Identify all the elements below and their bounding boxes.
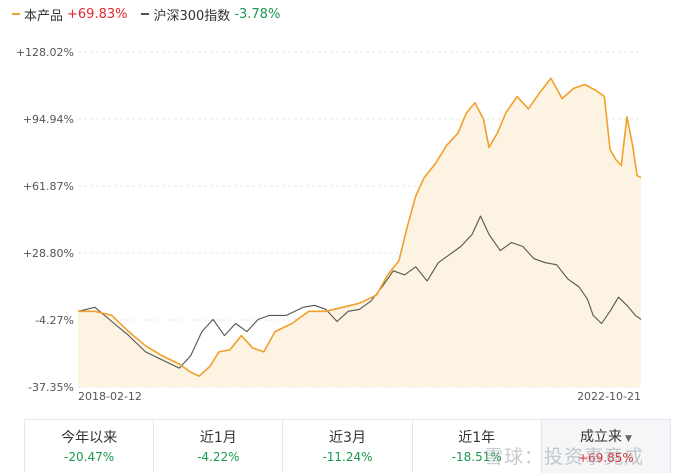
period-tabs: 今年以来 -20.47% 近1月 -4.22% 近3月 -11.24% 近1年 -18.51%… xyxy=(24,419,671,473)
tab-value: -18.51% xyxy=(451,449,502,464)
legend-value-index: -3.78% xyxy=(234,6,281,22)
tab-period[interactable]: 今年以来 -20.47% xyxy=(25,420,155,473)
x-tick-label: 2022-10-21 xyxy=(577,390,641,403)
tab-label: 近1年 xyxy=(458,429,495,447)
chart-legend: 本产品 +69.83% 沪深300指数 -3.78% xyxy=(12,4,294,24)
y-tick-label: -4.27% xyxy=(35,314,74,327)
tab-period[interactable]: 近1月 -4.22% xyxy=(154,420,284,473)
tab-value: -20.47% xyxy=(64,449,115,464)
legend-line-product xyxy=(12,13,20,15)
tab-value: +69.85% xyxy=(578,450,634,465)
y-tick-label: +61.87% xyxy=(23,180,74,193)
tab-label-text: 近1月 xyxy=(199,429,237,446)
tab-label: 今年以来 xyxy=(61,429,117,447)
legend-item-index[interactable]: 沪深300指数 -3.78% xyxy=(141,5,280,24)
tab-period[interactable]: 近3月 -11.24% xyxy=(283,420,413,473)
y-tick-label: +28.80% xyxy=(23,247,74,260)
tab-label: 近3月 xyxy=(329,429,366,447)
tab-value: -4.22% xyxy=(197,449,240,464)
tab-label-text: 成立来 xyxy=(579,428,622,445)
tab-period[interactable]: 成立来 ▼ +69.85% xyxy=(541,420,671,473)
tab-label-text: 近3月 xyxy=(329,429,366,446)
legend-value-product: +69.83% xyxy=(67,6,128,22)
tab-label: 近1月 xyxy=(200,429,237,447)
legend-name-index: 沪深300指数 xyxy=(153,8,231,24)
performance-chart: +128.02% +94.94% +61.87% +28.80% -4.27% -37.3… xyxy=(16,46,642,403)
series-line-index xyxy=(77,215,642,369)
y-tick-label: +128.02% xyxy=(16,46,74,59)
y-tick-label: -37.35% xyxy=(28,381,74,394)
tab-label-text: 今年以来 xyxy=(61,429,118,446)
tab-label-text: 近1年 xyxy=(458,429,496,446)
series-line-product xyxy=(78,77,642,378)
tab-label: 成立来 ▼ xyxy=(580,428,632,448)
area-product xyxy=(78,78,641,388)
legend-item-product[interactable]: 本产品 +69.83% xyxy=(12,5,127,24)
legend-name-product: 本产品 xyxy=(24,8,64,24)
tab-period[interactable]: 近1年 -18.51% xyxy=(413,420,542,473)
y-tick-label: +94.94% xyxy=(23,113,74,126)
x-tick-label: 2018-02-12 xyxy=(78,390,142,403)
caret-down-icon: ▼ xyxy=(624,433,632,444)
legend-line-index xyxy=(141,13,150,15)
tab-value: -11.24% xyxy=(322,449,373,464)
